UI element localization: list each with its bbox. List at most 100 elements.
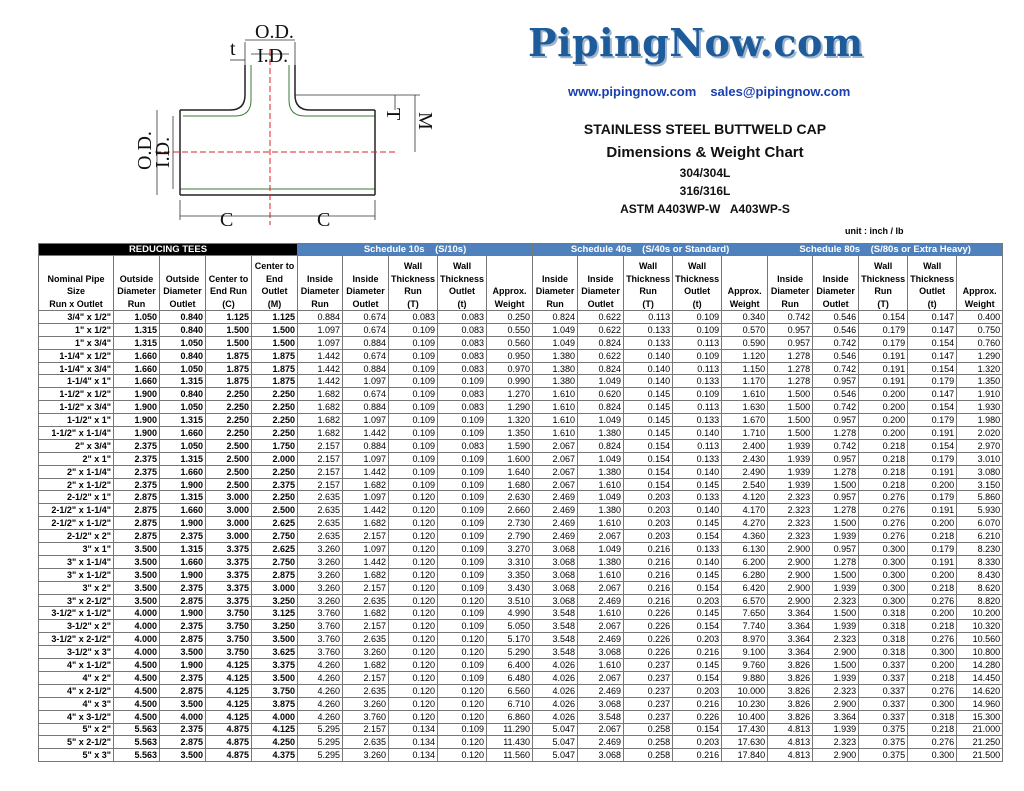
- cell: 0.134: [387, 748, 439, 763]
- cell: 3.548: [532, 632, 579, 647]
- cell: 1.350: [956, 374, 1004, 389]
- cell: 0.840: [159, 322, 206, 337]
- cell: 6.200: [721, 554, 769, 569]
- header-line: Run: [127, 298, 146, 309]
- cell: 0.120: [387, 542, 439, 556]
- cell: 4.260: [297, 670, 343, 685]
- header-line: Outlet: [449, 286, 476, 296]
- data-row: 5" x 2" 5.563 2.375 4.875 4.125 5.295 2.157 0.1…: [38, 722, 1004, 737]
- cell: 1.610: [577, 516, 625, 531]
- cell: 0.824: [577, 361, 625, 376]
- cell: 2.375: [159, 580, 206, 595]
- cell: 0.300: [858, 542, 909, 556]
- cell: 1.049: [577, 451, 625, 466]
- data-row: 3-1/2" x 1-1/2" 4.000 1.900 3.750 3.125 3.760…: [38, 606, 1004, 621]
- cell: 1.049: [577, 413, 625, 428]
- cell: 17.430: [721, 722, 769, 737]
- cell: 0.120: [387, 670, 439, 685]
- header-line: Outlet: [919, 286, 946, 296]
- cell: 0.950: [486, 348, 534, 363]
- header-line: Wall: [638, 261, 658, 271]
- cell: 0.191: [907, 554, 958, 569]
- cell: 4.813: [767, 722, 814, 737]
- cell: 3.364: [767, 632, 814, 647]
- cell: 3.760: [297, 645, 343, 660]
- cell: 2.469: [577, 593, 625, 608]
- header-line: (M): [267, 298, 282, 309]
- cell: 2.375: [113, 477, 160, 492]
- cell: 0.300: [858, 567, 909, 582]
- cell: 4.250: [251, 735, 298, 750]
- cell: 1-1/2" x 1-1/4": [38, 426, 114, 440]
- column-header: Center to End Run (C): [205, 255, 252, 311]
- cell: 1.442: [297, 361, 343, 376]
- header-line: Approx.: [492, 286, 527, 296]
- column-header: Wall Thickness Run (T): [623, 255, 674, 311]
- group-row: REDUCING TEES Schedule 10s (S/10s) Schedul…: [38, 243, 1004, 256]
- column-header: Approx. Weight: [721, 255, 769, 311]
- cell: 2.250: [205, 426, 252, 440]
- cell: 0.120: [387, 683, 439, 698]
- cell: 0.674: [342, 322, 389, 337]
- cell: 3" x 1-1/4": [38, 554, 114, 569]
- cell: 0.216: [672, 696, 723, 711]
- cell: 0.550: [486, 322, 534, 337]
- column-header: Outside Diameter Outlet: [159, 255, 206, 311]
- cell: 0.133: [672, 490, 723, 505]
- cell: 0.546: [812, 322, 860, 337]
- cell: 2.900: [812, 696, 860, 711]
- cell: 10.560: [956, 632, 1004, 647]
- cell: 1.097: [342, 451, 389, 466]
- header-line: Diameter: [117, 286, 156, 296]
- cell: 0.154: [907, 438, 958, 453]
- column-header: Center to End Outlet (M): [251, 255, 298, 311]
- cell: 1.682: [297, 400, 343, 415]
- cell: 1.049: [577, 374, 625, 389]
- logo: PipingNow.com: [528, 20, 864, 65]
- tee-diagram: O.D. I.D. t T M O.D. I.D. C C: [134, 21, 436, 231]
- header-line: Approx.: [727, 286, 762, 296]
- cell: 3.375: [205, 567, 252, 582]
- website[interactable]: www.pipingnow.com: [568, 84, 697, 99]
- cell: 1.682: [297, 387, 343, 402]
- cell: 11.560: [486, 748, 534, 763]
- cell: 1.050: [159, 438, 206, 453]
- cell: 0.337: [858, 670, 909, 685]
- column-header: Wall Thickness Outlet (t): [907, 255, 958, 311]
- cell: 2.500: [205, 477, 252, 492]
- cell: 10.320: [956, 619, 1004, 634]
- cell: 2.635: [342, 632, 389, 647]
- data-row: 5" x 3" 5.563 3.500 4.875 4.375 5.295 3.260 0.1…: [38, 748, 1004, 763]
- header-line: Run x Outlet: [49, 298, 103, 309]
- cell: 1.500: [812, 516, 860, 531]
- cell: 2.067: [532, 464, 579, 479]
- cell: 2.875: [113, 490, 160, 505]
- cell: 0.840: [159, 387, 206, 402]
- cell: 0.191: [907, 503, 958, 518]
- cell: 3.364: [767, 645, 814, 660]
- cell: 0.226: [623, 645, 674, 660]
- cell: 0.083: [437, 335, 488, 350]
- cell: 0.120: [387, 567, 439, 582]
- cell: 1.660: [159, 426, 206, 440]
- cell: 6.400: [486, 658, 534, 672]
- cell: 2.157: [297, 477, 343, 492]
- cell: 0.216: [672, 748, 723, 763]
- cell: 1.939: [812, 580, 860, 595]
- cell: 1.610: [577, 477, 625, 492]
- cell: 0.145: [672, 516, 723, 531]
- cell: 4.125: [205, 670, 252, 685]
- cell: 0.191: [907, 464, 958, 479]
- cell: 0.109: [437, 606, 488, 621]
- cell: 2.400: [721, 438, 769, 453]
- cell: 3-1/2" x 2": [38, 619, 114, 634]
- cell: 4.026: [532, 658, 579, 672]
- cell: 0.109: [437, 490, 488, 505]
- email[interactable]: sales@pipingnow.com: [710, 84, 851, 99]
- cell: 0.200: [858, 400, 909, 415]
- cell: 1.500: [767, 387, 814, 402]
- cell: 1.049: [532, 335, 579, 350]
- cell: 0.375: [858, 735, 909, 750]
- cell: 0.109: [387, 322, 439, 337]
- cell: 0.120: [387, 503, 439, 518]
